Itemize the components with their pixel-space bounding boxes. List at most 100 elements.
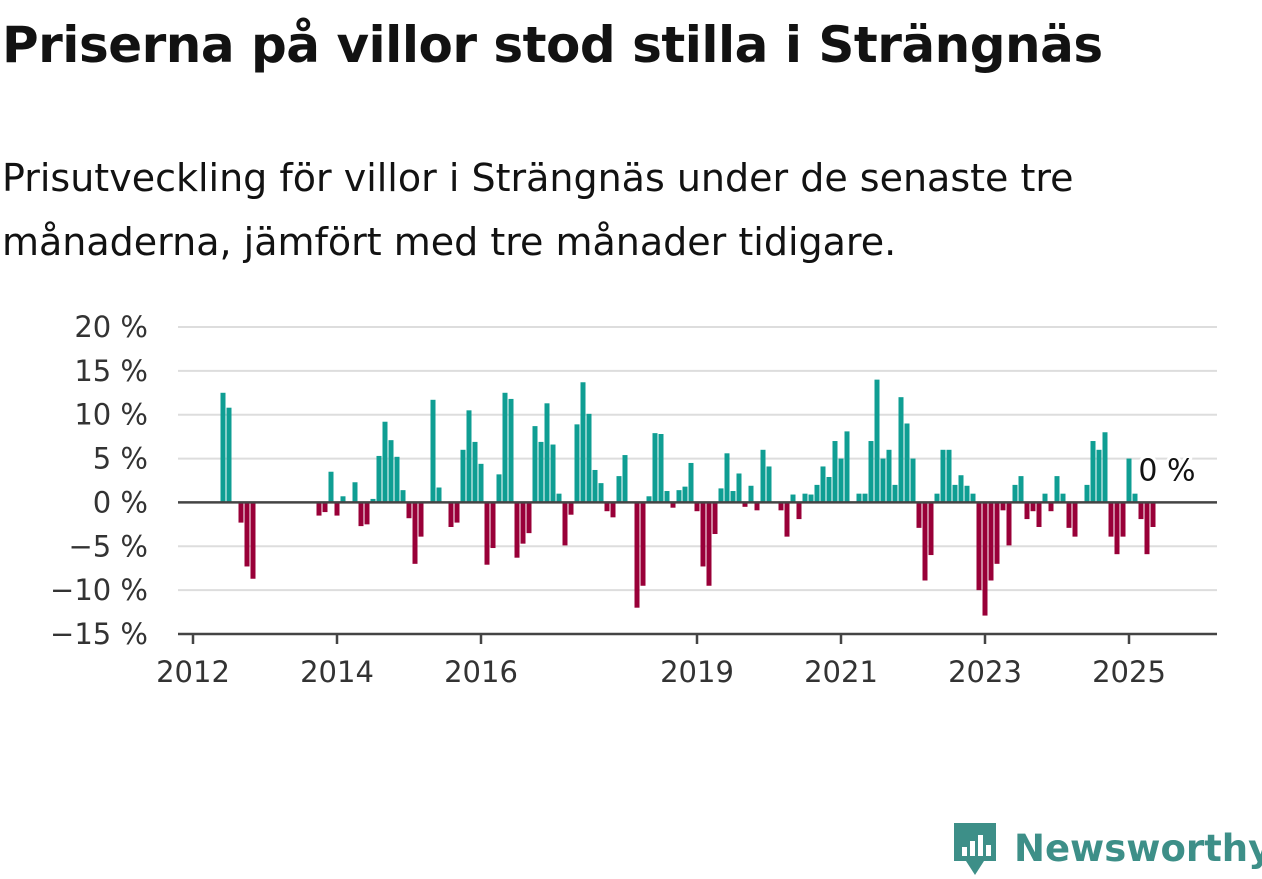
bar <box>574 424 580 503</box>
bar-chart: 20 %15 %10 %5 %0 %−5 %−10 %−15 % 2012 201… <box>50 310 1217 689</box>
bar <box>340 496 346 503</box>
bar <box>544 403 550 503</box>
x-tick-label: 2014 <box>300 655 374 689</box>
bar <box>922 502 928 581</box>
bar <box>1132 493 1138 503</box>
bar <box>454 502 460 523</box>
bar <box>964 485 970 503</box>
bar <box>1120 502 1126 537</box>
y-tick-label: −5 % <box>68 529 148 563</box>
bar <box>322 502 328 513</box>
bar <box>730 491 736 503</box>
bar <box>988 502 994 581</box>
y-tick-label: −15 % <box>50 617 148 651</box>
bar <box>418 502 424 537</box>
bar <box>862 493 868 503</box>
bar <box>592 469 598 503</box>
bar <box>616 476 622 503</box>
bar <box>1084 484 1090 503</box>
bar <box>838 458 844 503</box>
bar <box>1030 502 1036 512</box>
bar <box>550 444 556 503</box>
bar <box>670 502 676 508</box>
y-axis: 20 % 15 % 10 % 5 % 0 % −5 % −10 % −15 % <box>50 310 1217 651</box>
bar <box>808 494 814 503</box>
bar <box>766 466 772 503</box>
bar <box>892 484 898 503</box>
bar <box>976 502 982 591</box>
bar <box>706 502 712 586</box>
x-tick-label: 2025 <box>1092 655 1166 689</box>
bar <box>736 473 742 503</box>
y-tick-label: 10 % <box>74 398 148 432</box>
bar <box>790 494 796 503</box>
bar <box>244 502 250 567</box>
bar <box>538 441 544 503</box>
bar <box>916 502 922 528</box>
bar <box>1012 484 1018 503</box>
bar <box>526 502 532 534</box>
bar <box>802 493 808 503</box>
bar <box>1042 493 1048 503</box>
bar <box>718 488 724 503</box>
bar <box>394 456 400 503</box>
bar <box>754 502 760 511</box>
x-tick-label: 2012 <box>156 655 230 689</box>
x-tick-label: 2016 <box>444 655 518 689</box>
bar <box>1138 502 1144 520</box>
bar <box>832 441 838 503</box>
bar <box>436 487 442 503</box>
bar <box>622 455 628 503</box>
chart-subtitle: Prisutveckling för villor i Strängnäs un… <box>2 156 1074 264</box>
bar <box>328 471 334 503</box>
bar <box>1006 502 1012 546</box>
bar-series <box>220 379 1156 616</box>
newsworthy-logo: Newsworthy <box>950 818 1262 878</box>
bar <box>334 502 340 516</box>
bar <box>604 502 610 512</box>
logo-text: Newsworthy <box>1014 826 1262 870</box>
y-tick-label: 20 % <box>74 310 148 344</box>
x-tick-label: 2023 <box>948 655 1022 689</box>
bar <box>226 407 232 503</box>
bar <box>250 502 256 579</box>
x-tick-label: 2021 <box>804 655 878 689</box>
bar <box>910 458 916 503</box>
bar <box>1102 432 1108 503</box>
chart-document-icon <box>954 823 996 875</box>
bar <box>994 502 1000 564</box>
bar <box>712 502 718 535</box>
bar <box>652 433 658 503</box>
annotation-label: 0 % <box>1138 453 1195 488</box>
bar <box>856 493 862 503</box>
bar <box>742 502 748 507</box>
bar <box>364 502 370 525</box>
bar <box>220 392 226 503</box>
bar <box>562 502 568 546</box>
bar <box>676 490 682 503</box>
y-tick-label: 5 % <box>93 442 148 476</box>
bar <box>904 423 910 503</box>
bar <box>634 502 640 608</box>
bar <box>610 502 616 518</box>
bar <box>532 426 538 503</box>
x-tick-label: 2019 <box>660 655 734 689</box>
y-tick-label: −10 % <box>50 573 148 607</box>
bar <box>1000 502 1006 511</box>
bar <box>724 453 730 503</box>
bar <box>586 413 592 503</box>
bar <box>934 493 940 503</box>
annotation-group: 0 % <box>1135 450 1198 491</box>
bar <box>358 502 364 527</box>
bar <box>388 440 394 503</box>
bar <box>460 449 466 503</box>
bar <box>778 502 784 511</box>
bar <box>448 502 454 527</box>
bar <box>658 434 664 503</box>
bar <box>478 463 484 503</box>
bar <box>682 486 688 503</box>
bar <box>400 490 406 503</box>
bar <box>946 449 952 503</box>
bar <box>430 399 436 503</box>
bar <box>472 441 478 503</box>
